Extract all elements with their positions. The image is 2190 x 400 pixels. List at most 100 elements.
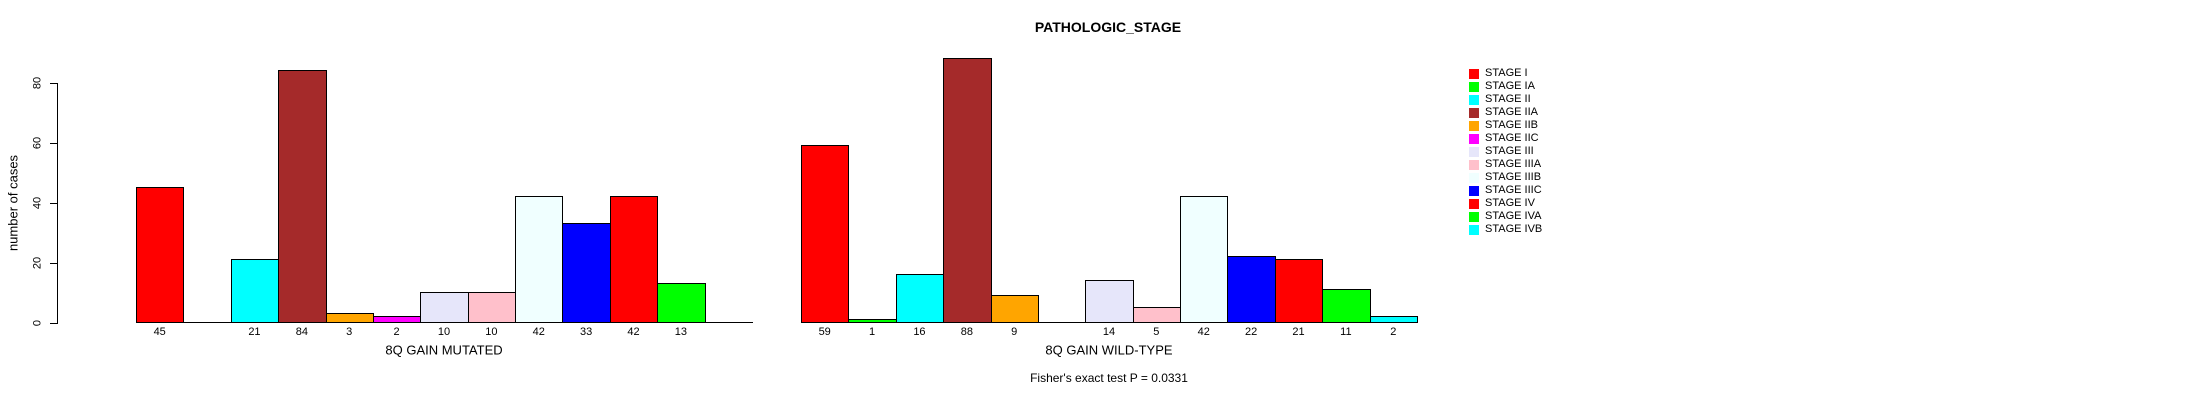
plot-title: PATHOLOGIC_STAGE xyxy=(1034,19,1182,35)
legend-label: STAGE II xyxy=(1485,93,1531,105)
legend-item-stage-iic: STAGE IIC xyxy=(1469,132,1539,145)
bar-value-label-wildtype-stage-iiia: 5 xyxy=(1153,326,1160,338)
legend-item-stage-i: STAGE I xyxy=(1469,67,1528,80)
bar-mutated-stage-iib xyxy=(326,313,374,323)
bar-value-label-wildtype-stage-ii: 16 xyxy=(913,326,926,338)
bar-mutated-stage-iv xyxy=(610,196,658,323)
bar-value-label-wildtype-stage-i: 59 xyxy=(818,326,831,338)
bar-value-label-wildtype-stage-iii: 14 xyxy=(1102,326,1116,338)
bar-value-label-mutated-stage-iii: 10 xyxy=(437,326,451,338)
bar-value-label-mutated-stage-iiia: 10 xyxy=(485,326,498,338)
bar-mutated-stage-iia xyxy=(278,70,327,323)
bar-value-label-wildtype-stage-ivb: 2 xyxy=(1390,326,1397,338)
fisher-annotation: Fisher's exact test P = 0.0331 xyxy=(1030,371,1188,385)
bar-mutated-stage-i xyxy=(136,187,184,323)
legend-label: STAGE IV xyxy=(1485,197,1535,209)
legend-label: STAGE IIIA xyxy=(1485,158,1542,170)
legend-swatch xyxy=(1469,224,1479,235)
bar-value-label-wildtype-stage-iiic: 22 xyxy=(1244,326,1258,338)
legend-swatch xyxy=(1469,107,1479,118)
y-axis-tick-label: 80 xyxy=(31,76,44,90)
bar-wildtype-stage-iva xyxy=(1322,289,1371,323)
bar-wildtype-stage-ia xyxy=(848,319,897,323)
legend-label: STAGE IIA xyxy=(1485,106,1538,118)
legend-swatch xyxy=(1469,185,1479,196)
bar-mutated-stage-iic xyxy=(373,316,421,323)
bar-value-label-mutated-stage-iic: 2 xyxy=(393,326,400,338)
bar-value-label-wildtype-stage-iv: 21 xyxy=(1292,326,1305,338)
bar-value-label-wildtype-stage-iia: 88 xyxy=(960,326,973,338)
legend-label: STAGE IIB xyxy=(1485,119,1538,131)
x-axis-title-mutated: 8Q GAIN MUTATED xyxy=(385,342,503,358)
bar-wildtype-stage-iia xyxy=(943,58,992,323)
legend-item-stage-iiia: STAGE IIIA xyxy=(1469,158,1541,171)
legend-label: STAGE I xyxy=(1485,67,1528,79)
bar-mutated-stage-iiic xyxy=(562,223,611,323)
bar-value-label-mutated-stage-iib: 3 xyxy=(346,326,353,338)
bar-value-label-mutated-stage-iva: 13 xyxy=(674,326,687,338)
y-axis-tick xyxy=(50,83,57,84)
legend-label: STAGE IA xyxy=(1485,80,1535,92)
bar-wildtype-stage-ivb xyxy=(1370,316,1418,323)
legend-label: STAGE III xyxy=(1485,145,1534,157)
y-axis-tick-label: 40 xyxy=(31,196,44,210)
y-axis-tick-label: 0 xyxy=(31,319,44,327)
bar-value-label-wildtype-stage-iva: 11 xyxy=(1340,326,1352,338)
legend-item-stage-iiib: STAGE IIIB xyxy=(1469,171,1541,184)
legend-swatch xyxy=(1469,133,1479,144)
legend-item-stage-ia: STAGE IA xyxy=(1469,80,1535,93)
y-axis-tick xyxy=(50,323,57,324)
bar-wildtype-stage-iv xyxy=(1275,259,1323,323)
y-axis-tick xyxy=(50,263,57,264)
legend-swatch xyxy=(1469,211,1479,222)
bar-value-label-mutated-stage-iv: 42 xyxy=(627,326,640,338)
legend-item-stage-iii: STAGE III xyxy=(1469,145,1534,158)
bar-value-label-mutated-stage-iia: 84 xyxy=(295,326,308,338)
bar-wildtype-stage-iiic xyxy=(1227,256,1276,323)
legend-swatch xyxy=(1469,146,1479,157)
bar-value-label-wildtype-stage-ia: 1 xyxy=(869,326,876,338)
y-axis-tick-label: 60 xyxy=(31,136,44,150)
y-axis-label: number of cases xyxy=(5,154,21,252)
bar-mutated-stage-iva xyxy=(657,283,706,323)
legend-swatch xyxy=(1469,94,1479,105)
bar-mutated-stage-iiia xyxy=(468,292,516,323)
x-axis-title-wildtype: 8Q GAIN WILD-TYPE xyxy=(1045,342,1173,358)
bar-mutated-stage-iii xyxy=(420,292,469,323)
bar-wildtype-stage-iiib xyxy=(1180,196,1228,323)
legend-item-stage-iiic: STAGE IIIC xyxy=(1469,184,1542,197)
bar-mutated-stage-iiib xyxy=(515,196,563,323)
legend-label: STAGE IVB xyxy=(1485,223,1543,235)
bar-wildtype-stage-i xyxy=(801,145,849,323)
bar-wildtype-stage-ii xyxy=(896,274,944,323)
legend-item-stage-iv: STAGE IV xyxy=(1469,197,1535,210)
legend-swatch xyxy=(1469,159,1479,170)
y-axis-tick xyxy=(50,143,57,144)
legend-item-stage-ii: STAGE II xyxy=(1469,93,1531,106)
legend-item-stage-iva: STAGE IVA xyxy=(1469,210,1541,223)
bar-value-label-mutated-stage-iiic: 33 xyxy=(579,326,593,338)
bar-value-label-mutated-stage-ii: 21 xyxy=(248,326,261,338)
legend-item-stage-ivb: STAGE IVB xyxy=(1469,223,1542,236)
bar-wildtype-stage-iib xyxy=(991,295,1039,323)
legend-swatch xyxy=(1469,198,1479,209)
legend-label: STAGE IIC xyxy=(1485,132,1539,144)
bar-value-label-mutated-stage-i: 45 xyxy=(153,326,166,338)
legend-item-stage-iib: STAGE IIB xyxy=(1469,119,1538,132)
bar-mutated-stage-ii xyxy=(231,259,279,323)
legend-swatch xyxy=(1469,81,1479,92)
legend-label: STAGE IIIC xyxy=(1485,184,1542,196)
bar-value-label-wildtype-stage-iiib: 42 xyxy=(1197,326,1210,338)
y-axis-tick-label: 20 xyxy=(31,256,44,270)
bar-value-label-wildtype-stage-iib: 9 xyxy=(1011,326,1018,338)
y-axis-tick xyxy=(50,203,57,204)
legend-swatch xyxy=(1469,68,1479,79)
bar-value-label-mutated-stage-iiib: 42 xyxy=(532,326,545,338)
legend-swatch xyxy=(1469,172,1479,183)
legend-item-stage-iia: STAGE IIA xyxy=(1469,106,1538,119)
bar-wildtype-stage-iiia xyxy=(1133,307,1181,323)
legend-label: STAGE IIIB xyxy=(1485,171,1542,183)
legend-label: STAGE IVA xyxy=(1485,210,1542,222)
legend-swatch xyxy=(1469,120,1479,131)
